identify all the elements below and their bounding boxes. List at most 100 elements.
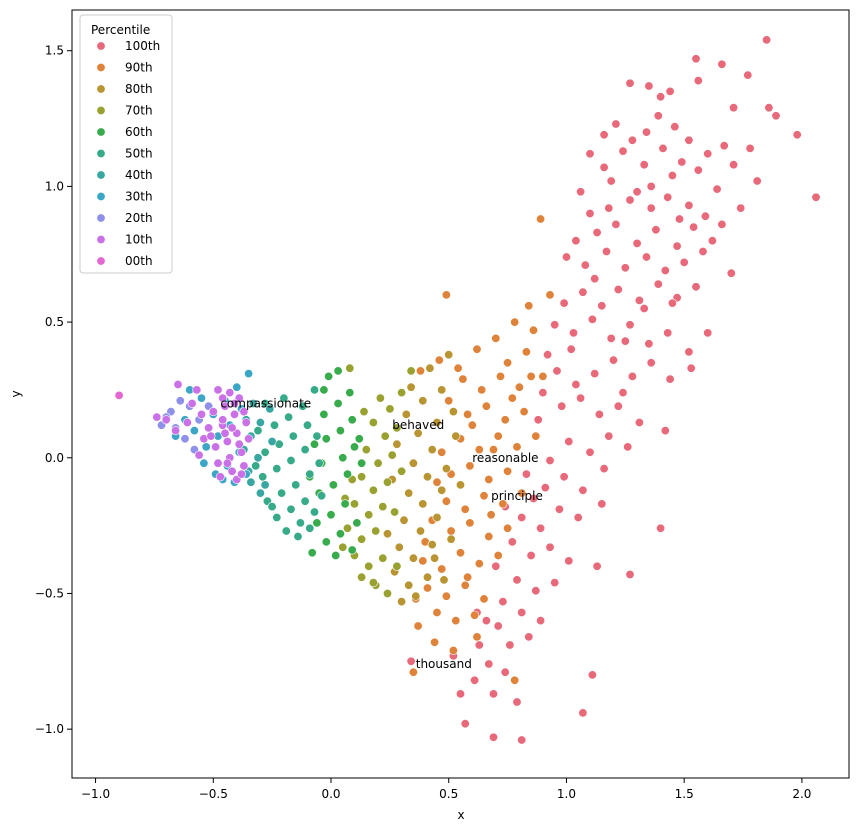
data-point (265, 404, 275, 414)
data-point (674, 214, 684, 224)
data-point (597, 499, 607, 509)
x-tick-label: 1.5 (675, 787, 694, 801)
data-point (371, 526, 381, 536)
data-point (230, 398, 240, 408)
data-point (225, 388, 235, 398)
data-point (479, 594, 489, 604)
data-point (667, 171, 677, 181)
data-point (460, 580, 470, 590)
data-point (717, 59, 727, 69)
data-point (500, 667, 510, 677)
data-point (204, 423, 214, 433)
legend-marker (96, 170, 106, 180)
data-point (658, 143, 668, 153)
data-point (729, 103, 739, 113)
data-point (352, 518, 362, 528)
data-point (632, 187, 642, 197)
data-point (359, 407, 369, 417)
data-point (446, 526, 456, 536)
data-point (422, 472, 432, 482)
data-point (394, 542, 404, 552)
ticks-layer: −1.0 −0.5 0.0 0.5 1.0 1.5 2.0 −1.0 −0.5 0.0 0.5 1.0… (35, 44, 812, 801)
legend-label: 90th (125, 61, 153, 75)
data-point (550, 578, 560, 588)
data-point (248, 398, 258, 408)
data-point (335, 529, 345, 539)
x-tick-label: −0.5 (199, 787, 228, 801)
data-point (474, 640, 484, 650)
data-point (173, 379, 183, 389)
data-point (571, 236, 581, 246)
data-point (413, 428, 423, 438)
data-point (663, 328, 673, 338)
data-point (536, 523, 546, 533)
data-point (392, 423, 402, 433)
data-point (528, 325, 538, 335)
data-point (663, 192, 673, 202)
data-point (524, 632, 534, 642)
legend-marker (96, 149, 106, 159)
data-point (585, 149, 595, 159)
data-point (357, 572, 367, 582)
data-point (613, 401, 623, 411)
data-point (604, 431, 614, 441)
data-point (538, 371, 548, 381)
data-point (451, 616, 461, 626)
series-50th (251, 385, 327, 541)
data-point (222, 436, 232, 446)
legend-label: 30th (125, 190, 153, 204)
data-point (474, 559, 484, 569)
series-60th (305, 366, 367, 560)
data-point (220, 401, 230, 411)
data-point (267, 502, 277, 512)
data-point (571, 379, 581, 389)
data-point (432, 607, 442, 617)
data-point (260, 447, 270, 457)
data-point (550, 320, 560, 330)
y-tick-label: −0.5 (35, 586, 64, 600)
data-point (422, 583, 432, 593)
data-point (213, 458, 223, 468)
data-point (441, 496, 451, 506)
data-point (427, 540, 437, 550)
data-point (618, 388, 628, 398)
annotation-label: reasonable (472, 451, 538, 465)
data-point (227, 423, 237, 433)
data-point (507, 393, 517, 403)
data-point (364, 561, 374, 571)
data-point (392, 561, 402, 571)
data-point (611, 219, 621, 229)
data-point (415, 366, 425, 376)
data-point (533, 415, 543, 425)
data-point (597, 301, 607, 311)
data-point (347, 545, 357, 555)
data-point (460, 719, 470, 729)
data-point (227, 466, 237, 476)
data-point (641, 127, 651, 137)
legend-label: 10th (125, 233, 153, 247)
data-point (653, 111, 663, 121)
data-point (291, 480, 301, 490)
data-point (561, 252, 571, 262)
data-point (531, 586, 541, 596)
data-point (222, 458, 232, 468)
data-point (717, 219, 727, 229)
data-point (726, 268, 736, 278)
data-point (239, 461, 249, 471)
data-point (448, 645, 458, 655)
data-point (644, 339, 654, 349)
y-axis-label: y (9, 390, 23, 397)
data-point (302, 420, 312, 430)
data-point (632, 238, 642, 248)
data-point (618, 146, 628, 156)
data-point (444, 396, 454, 406)
data-point (317, 491, 327, 501)
data-point (340, 499, 350, 509)
data-point (368, 417, 378, 427)
data-point (182, 417, 192, 427)
data-point (521, 469, 531, 479)
data-point (230, 409, 240, 419)
data-point (455, 548, 465, 558)
data-point (477, 385, 487, 395)
